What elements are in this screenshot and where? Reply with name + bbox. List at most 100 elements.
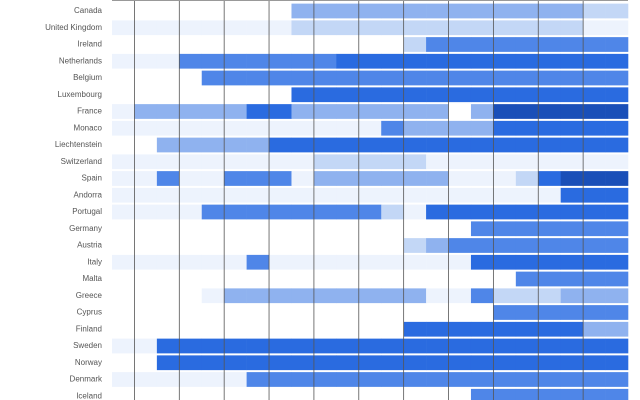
cell [470, 305, 494, 320]
cell [246, 221, 270, 237]
cell [156, 305, 180, 320]
cell [224, 87, 247, 103]
cell [515, 87, 539, 103]
cell [583, 120, 606, 136]
cell [560, 120, 584, 136]
cell [134, 355, 158, 371]
cell [538, 154, 561, 170]
cell [538, 187, 561, 203]
cell [313, 187, 337, 203]
cell [134, 187, 158, 203]
cell [291, 372, 315, 387]
cell [538, 3, 561, 19]
cell [493, 3, 517, 19]
cell [605, 288, 629, 304]
cell [269, 288, 292, 304]
cell [246, 154, 270, 170]
cell [381, 154, 404, 170]
cell [515, 355, 539, 371]
cell [112, 254, 135, 270]
cell [201, 70, 225, 86]
cell [336, 388, 360, 400]
cell [426, 20, 449, 36]
cell [134, 70, 158, 86]
cell [358, 305, 382, 320]
cell [179, 37, 203, 52]
cell [515, 187, 539, 203]
cell [291, 204, 315, 220]
cell [246, 288, 270, 304]
cell [246, 388, 270, 400]
cell [269, 3, 292, 19]
cell [538, 20, 561, 36]
cell [156, 3, 180, 19]
cell [179, 3, 203, 19]
cell [179, 70, 203, 86]
cell [515, 3, 539, 19]
cell [224, 20, 247, 36]
cell [358, 3, 382, 19]
cell [134, 20, 158, 36]
row-label: Norway [75, 358, 102, 367]
cell [426, 305, 449, 320]
cell [538, 288, 561, 304]
cell [448, 70, 472, 86]
cell [605, 3, 629, 19]
cell [358, 338, 382, 354]
cell [560, 87, 584, 103]
cell [156, 271, 180, 287]
cell [224, 137, 247, 153]
cell [358, 53, 382, 69]
cell [538, 37, 561, 52]
cell [538, 338, 561, 354]
cell [605, 20, 629, 36]
cell [448, 204, 472, 220]
cell [381, 171, 404, 186]
cell [291, 20, 315, 36]
cell [515, 204, 539, 220]
cell [336, 154, 360, 170]
cell [224, 388, 247, 400]
cell [112, 70, 135, 86]
cell [179, 372, 203, 387]
cell [291, 87, 315, 103]
cell [112, 355, 135, 371]
cell [336, 271, 360, 287]
cell [403, 204, 427, 220]
cell [605, 120, 629, 136]
cell [313, 37, 337, 52]
cell [515, 20, 539, 36]
cell [179, 104, 203, 119]
cell [134, 204, 158, 220]
cell [179, 120, 203, 136]
cell [336, 20, 360, 36]
cell [538, 53, 561, 69]
cell [336, 288, 360, 304]
cell [493, 137, 517, 153]
cell [381, 20, 404, 36]
cell [358, 254, 382, 270]
cell [470, 171, 494, 186]
cell [493, 388, 517, 400]
cell [493, 271, 517, 287]
cell [134, 305, 158, 320]
cell [156, 187, 180, 203]
cell [448, 305, 472, 320]
cell [224, 254, 247, 270]
cell [179, 254, 203, 270]
row-label: Finland [76, 324, 102, 333]
cell [448, 120, 472, 136]
cell [538, 271, 561, 287]
cell [515, 104, 539, 119]
cell [358, 104, 382, 119]
cell [156, 137, 180, 153]
cell [246, 137, 270, 153]
cell [224, 338, 247, 354]
cell [448, 238, 472, 253]
cell [605, 355, 629, 371]
cell [201, 20, 225, 36]
cell [112, 204, 135, 220]
cell [403, 154, 427, 170]
cell [112, 53, 135, 69]
cell [470, 204, 494, 220]
